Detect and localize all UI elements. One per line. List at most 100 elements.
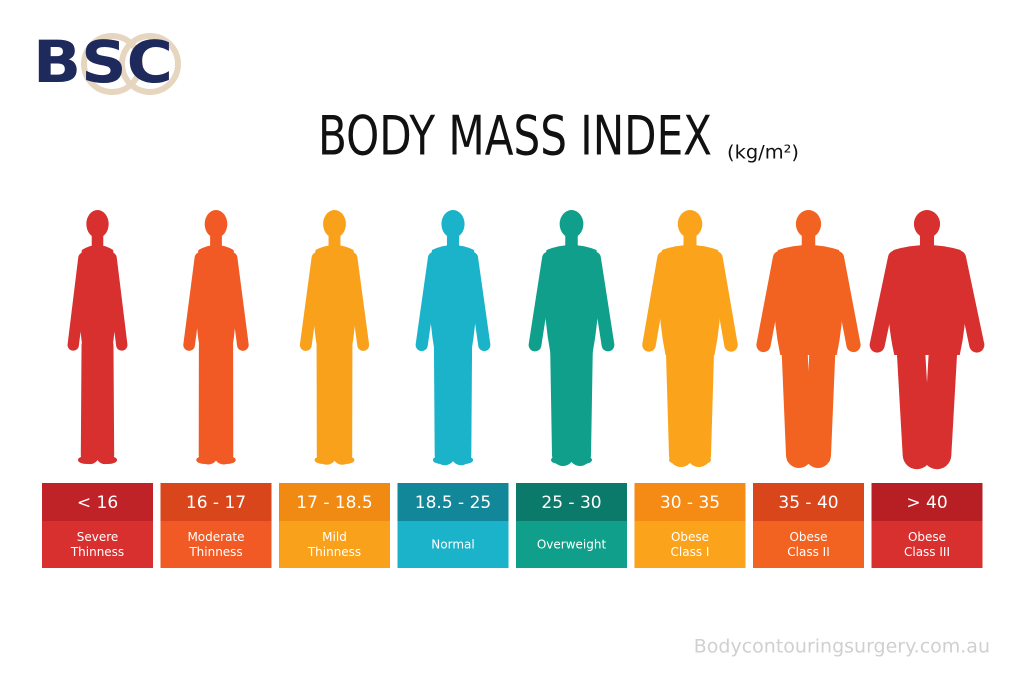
label-box <box>397 521 509 568</box>
head <box>204 210 228 238</box>
torso <box>544 245 599 355</box>
body-figure <box>869 210 985 470</box>
leg <box>687 333 715 467</box>
range: < 16 <box>77 493 118 513</box>
torso <box>888 245 966 355</box>
foot <box>432 456 451 464</box>
foot <box>787 456 805 464</box>
category-label: Class I <box>671 545 710 559</box>
title: BODY MASS INDEX <box>318 105 712 168</box>
unit: (kg/m²) <box>727 142 799 164</box>
arm <box>345 252 370 351</box>
label-box <box>871 521 983 568</box>
head <box>795 210 822 238</box>
range-box <box>516 483 627 521</box>
body-figure <box>756 210 861 468</box>
range-box <box>397 483 509 521</box>
head <box>323 210 346 238</box>
label-box <box>634 521 746 568</box>
range-box <box>42 483 153 521</box>
head <box>913 210 941 238</box>
foot <box>99 456 118 464</box>
leg <box>781 332 812 468</box>
foot <box>693 456 711 464</box>
range: 35 - 40 <box>778 493 838 513</box>
foot <box>574 456 592 464</box>
arm <box>183 252 207 351</box>
range: 25 - 30 <box>541 493 601 513</box>
arm <box>709 251 738 352</box>
foot <box>217 456 236 464</box>
torso <box>773 245 844 355</box>
range: 18.5 - 25 <box>415 493 491 513</box>
body-figure <box>415 210 491 466</box>
torso <box>429 245 477 355</box>
leg <box>922 330 958 470</box>
leg <box>450 334 473 466</box>
foot <box>196 456 215 464</box>
label-box <box>160 521 272 568</box>
arm <box>642 251 671 352</box>
category-label: Overweight <box>537 538 607 552</box>
arm <box>465 251 491 352</box>
leg <box>433 334 456 466</box>
logo: BSC <box>33 28 173 96</box>
arm <box>225 252 249 351</box>
category-label: Class II <box>787 545 829 559</box>
arm <box>105 252 128 351</box>
category-label: Thinness <box>188 545 242 559</box>
leg <box>550 334 574 466</box>
foot <box>455 456 474 464</box>
torso <box>658 245 722 355</box>
label-box <box>753 521 864 568</box>
category-label: Mild <box>322 530 347 544</box>
arm <box>299 252 324 351</box>
label-box <box>279 521 390 568</box>
leg <box>569 334 593 466</box>
body-figure <box>299 210 370 465</box>
leg <box>896 330 932 470</box>
arm <box>588 251 615 352</box>
category-label: Severe <box>77 530 119 544</box>
arm <box>415 251 441 352</box>
range-box <box>634 483 746 521</box>
label-box <box>516 521 627 568</box>
category-label: Obese <box>908 530 946 544</box>
range-box <box>753 483 864 521</box>
logo-graphic <box>81 33 181 95</box>
range-box <box>871 483 983 521</box>
head <box>441 210 465 238</box>
head <box>86 210 109 238</box>
foot <box>336 456 355 464</box>
foot <box>77 456 96 464</box>
range-box <box>279 483 390 521</box>
category-label: Thinness <box>70 545 124 559</box>
category-label: Normal <box>431 538 474 552</box>
leg <box>805 332 836 468</box>
range: > 40 <box>906 493 947 513</box>
torso <box>195 245 237 355</box>
body-figure <box>642 210 738 467</box>
arm <box>67 252 90 351</box>
arm <box>869 250 904 353</box>
range: 16 - 17 <box>186 493 246 513</box>
foot <box>314 456 333 464</box>
watermark: Bodycontouringsurgery.com.au <box>694 636 990 658</box>
range-box <box>160 483 272 521</box>
leg <box>80 335 100 465</box>
foot <box>669 456 687 464</box>
category-label: Moderate <box>187 530 244 544</box>
category-label: Class III <box>904 545 950 559</box>
arm <box>528 251 555 352</box>
body-figure <box>528 210 615 466</box>
body-figure <box>183 210 249 465</box>
category-label: Thinness <box>307 545 361 559</box>
category-label: Obese <box>789 530 827 544</box>
arm <box>756 250 788 353</box>
arm <box>829 250 861 353</box>
label-box <box>42 521 153 568</box>
foot <box>551 456 569 464</box>
arm <box>950 250 985 353</box>
